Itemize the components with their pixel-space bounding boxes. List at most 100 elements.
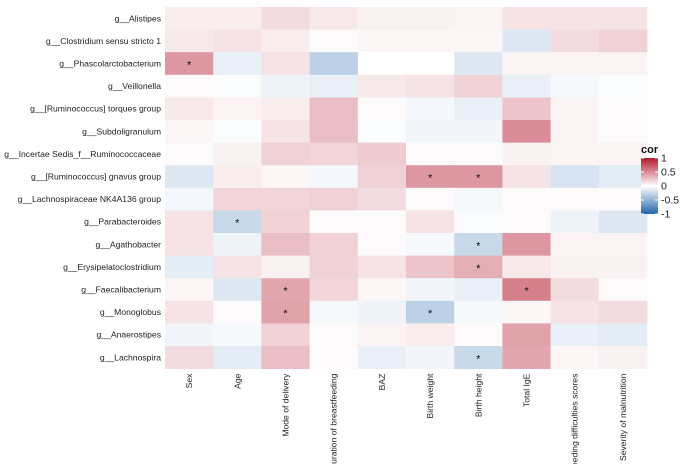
heatmap-cell: [165, 278, 214, 302]
heatmap-cell: [165, 142, 214, 166]
heatmap-cell: [357, 7, 407, 30]
legend-tick-label: 1: [661, 153, 667, 165]
row-label: g__Phascolarctobacterium: [59, 59, 161, 69]
heatmap-cell: [502, 97, 551, 121]
heatmap-cell: [165, 255, 214, 279]
heatmap-cell: [550, 323, 600, 347]
heatmap-cell: [598, 300, 648, 324]
heatmap-cell: [357, 300, 407, 324]
legend-tick-label: 0: [661, 181, 667, 193]
heatmap-cell: [261, 323, 310, 347]
column-label: Mode of delivery: [281, 373, 291, 437]
legend-tick-label: -0.5: [661, 195, 679, 207]
row-label: g__Erysipelatoclostridium: [63, 262, 161, 272]
heatmap-cell: [454, 187, 503, 211]
heatmap-cell: [213, 210, 262, 234]
heatmap-cell: [357, 346, 407, 369]
heatmap-cell: [502, 52, 551, 76]
heatmap-cell: [406, 97, 455, 121]
heatmap-cell: [406, 52, 455, 76]
heatmap-cell: [357, 233, 407, 256]
heatmap-cell: [454, 120, 503, 143]
row-label: g__[Ruminococcus] gnavus group: [31, 172, 161, 182]
row-label: g__Alistipes: [115, 13, 161, 23]
heatmap-cell: [406, 165, 455, 189]
heatmap-cell: [309, 29, 359, 53]
heatmap-cell: [213, 233, 262, 256]
heatmap-cell: [502, 323, 551, 347]
heatmap-cell: [454, 142, 503, 166]
heatmap-cell: [598, 74, 648, 98]
heatmap-cell: [550, 97, 600, 121]
heatmap-cell: [550, 187, 600, 211]
heatmap-cell: [598, 165, 648, 189]
heatmap-cell: [261, 97, 310, 121]
significance-marker: *: [283, 286, 288, 298]
heatmap-cell: [309, 52, 359, 76]
significance-marker: *: [428, 173, 433, 185]
heatmap-cell: [454, 346, 503, 369]
heatmap-cell: [502, 120, 551, 143]
heatmap-cell: [502, 7, 551, 30]
heatmap-cell: [213, 300, 262, 324]
heatmap-cell: [213, 29, 262, 53]
heatmap-cell: [357, 165, 407, 189]
legend-color-bar: [641, 158, 658, 214]
heatmap-cell: [502, 210, 551, 234]
column-label: Birth weight: [425, 373, 435, 419]
heatmap-cell: [454, 97, 503, 121]
heatmap-cell: [502, 74, 551, 98]
heatmap-cell: [165, 52, 214, 76]
heatmap-cell: [598, 97, 648, 121]
heatmap-cell: [213, 323, 262, 347]
significance-marker: *: [476, 240, 481, 252]
heatmap-cell: [165, 165, 214, 189]
heatmap-cell: [502, 300, 551, 324]
heatmap-cell: [454, 52, 503, 76]
heatmap-cell: [502, 233, 551, 256]
heatmap-cell: [406, 233, 455, 256]
heatmap-cell: [550, 233, 600, 256]
heatmap-cell: [550, 52, 600, 76]
heatmap-cell: [406, 210, 455, 234]
row-label: g__Monoglobus: [100, 307, 161, 317]
heatmap-cell: [357, 278, 407, 302]
column-label: Duration of breastfeeding: [329, 373, 339, 464]
heatmap-cell: [213, 142, 262, 166]
heatmap-cell: [261, 142, 310, 166]
column-label: Birth height: [473, 373, 483, 417]
heatmap-cell: [261, 165, 310, 189]
heatmap-cell: [598, 255, 648, 279]
heatmap-cell: [406, 74, 455, 98]
heatmap-cell: [357, 52, 407, 76]
heatmap-cell: [357, 255, 407, 279]
color-legend: cor 1 0.5 0 -0.5 -1: [641, 144, 679, 221]
heatmap-cell: [550, 278, 600, 302]
legend-title: cor: [641, 144, 659, 156]
heatmap-cell: [406, 120, 455, 143]
significance-markers: * * * * * * * * * * *: [187, 60, 529, 366]
heatmap-cell: [454, 323, 503, 347]
heatmap-cell: [406, 142, 455, 166]
heatmap-cell: [165, 210, 214, 234]
heatmap-cell: [598, 346, 648, 369]
column-label: Severity of malnutrition: [618, 373, 628, 461]
heatmap-cell: [550, 120, 600, 143]
heatmap-cell: [309, 165, 359, 189]
heatmap-cell: [406, 346, 455, 369]
heatmap-cell: [309, 278, 359, 302]
heatmap-cell: [165, 300, 214, 324]
heatmap-cell: [406, 278, 455, 302]
row-label: g__Parabacteroides: [84, 217, 161, 227]
heatmap-cell: [406, 255, 455, 279]
heatmap-cell: [406, 187, 455, 211]
row-label: g__Subdoligranulum: [82, 126, 161, 136]
heatmap-cell: [454, 210, 503, 234]
heatmap-cell: [261, 187, 310, 211]
significance-marker: *: [476, 353, 481, 365]
heatmap-cell: [165, 346, 214, 369]
heatmap-cell: [309, 7, 359, 30]
heatmap-cell: [261, 278, 310, 302]
heatmap-cell: [261, 7, 310, 30]
heatmap-cell: [261, 210, 310, 234]
